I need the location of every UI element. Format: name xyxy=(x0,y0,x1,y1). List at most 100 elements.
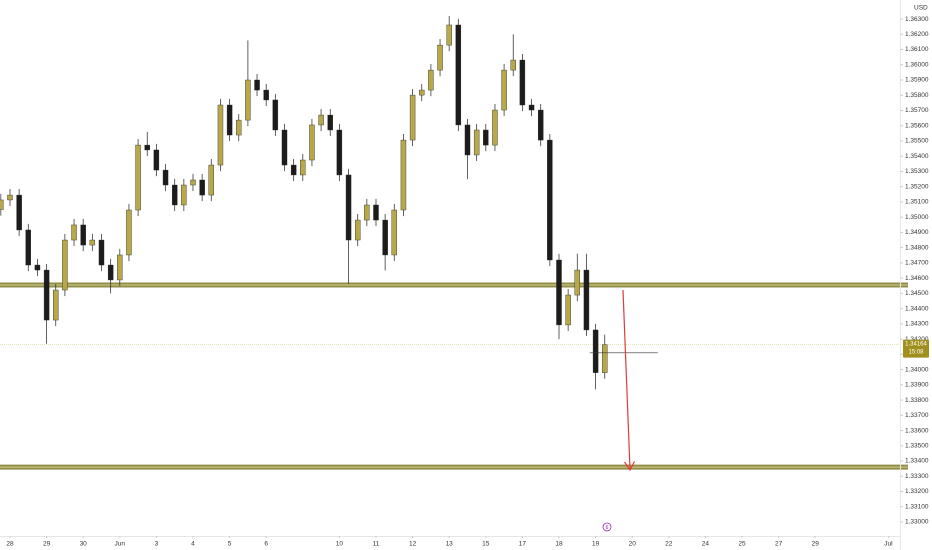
y-tick-label: 1.35100 xyxy=(905,199,929,206)
y-tick-label: 1.35400 xyxy=(905,153,929,160)
candle-body xyxy=(0,199,4,210)
event-marker-circle[interactable] xyxy=(602,522,612,532)
candle-body xyxy=(483,129,489,146)
candle-body xyxy=(565,294,571,326)
candle-body xyxy=(162,169,169,186)
x-tick-label: 5 xyxy=(228,541,232,548)
x-tick-label: 22 xyxy=(665,541,673,548)
candle-body xyxy=(428,69,434,91)
candle-body xyxy=(226,104,233,136)
candle-body xyxy=(208,164,215,196)
arrow-shaft xyxy=(622,289,631,470)
y-tick-label: 1.36300 xyxy=(905,16,929,23)
y-tick-label: 1.33500 xyxy=(905,442,929,449)
candle-body xyxy=(455,24,462,126)
x-tick-label: 13 xyxy=(446,541,454,548)
candle-body xyxy=(126,209,132,256)
x-tick-label: 17 xyxy=(519,541,527,548)
candle-body xyxy=(181,184,187,206)
x-tick-label: 19 xyxy=(592,541,600,548)
candle-body xyxy=(98,239,105,266)
y-tick-label: 1.35300 xyxy=(905,168,929,175)
candle-body xyxy=(43,269,50,321)
price-label-box xyxy=(903,339,929,358)
y-tick-label: 1.34600 xyxy=(905,275,929,282)
candle-body xyxy=(364,204,370,221)
x-tick-label: 20 xyxy=(629,541,637,548)
x-tick-label: 11 xyxy=(373,541,380,548)
x-tick-label: 27 xyxy=(775,541,783,548)
candle-body xyxy=(602,344,608,373)
candle-body xyxy=(71,224,77,241)
candle-body xyxy=(528,104,535,111)
y-tick-label: 1.36200 xyxy=(905,31,929,38)
x-tick-label: 25 xyxy=(738,541,746,548)
candle-body xyxy=(409,94,416,141)
candle-body xyxy=(336,129,343,176)
arrow-head xyxy=(624,461,636,472)
candle-body xyxy=(556,259,562,326)
candle-body xyxy=(537,109,544,141)
candle-body xyxy=(547,139,553,261)
candle-body xyxy=(199,179,205,196)
plot-area xyxy=(0,16,908,470)
candle-body xyxy=(373,204,379,221)
event-marker[interactable]: 6 xyxy=(606,525,609,531)
candle-body xyxy=(281,129,288,166)
candle-body xyxy=(190,179,196,186)
candle-body xyxy=(217,104,224,166)
candle-body xyxy=(89,239,96,246)
y-tick-label: 1.36000 xyxy=(905,61,929,68)
candle-body xyxy=(464,124,471,156)
candle-body xyxy=(80,224,86,246)
candle-body xyxy=(62,239,68,291)
candle-body xyxy=(510,59,516,71)
x-tick-label: 24 xyxy=(702,541,710,548)
candle-body xyxy=(318,114,324,126)
candle-body xyxy=(592,329,599,373)
candle-body xyxy=(117,254,123,281)
candle-body xyxy=(107,264,114,281)
candle-body xyxy=(327,114,333,131)
y-tick-label: 1.34500 xyxy=(905,290,929,297)
y-tick-label: 1.34300 xyxy=(905,321,929,328)
y-tick-label: 1.34200 xyxy=(905,336,929,343)
candle-body xyxy=(153,149,160,171)
y-tick-label: 1.33600 xyxy=(905,427,929,434)
y-tick-label: 1.33400 xyxy=(905,458,929,465)
x-tick-label: Jul xyxy=(884,541,893,548)
y-tick-label: 1.34900 xyxy=(905,229,929,236)
candle-body xyxy=(7,194,13,201)
candle-body xyxy=(400,139,407,211)
y-tick-label: 1.33900 xyxy=(905,382,929,389)
candle-body xyxy=(519,59,526,106)
candle-body xyxy=(290,164,297,176)
candle-body xyxy=(34,264,41,271)
x-tick-label: 10 xyxy=(336,541,344,548)
price-countdown: 15:08 xyxy=(908,350,924,356)
x-tick-label: 6 xyxy=(264,541,268,548)
candle-body xyxy=(236,119,242,136)
candle-body xyxy=(245,79,251,121)
candle-body xyxy=(419,89,425,96)
y-tick-label: 1.33200 xyxy=(905,488,929,495)
price-label: 1.34164 xyxy=(905,342,927,348)
candle-body xyxy=(382,219,388,256)
x-tick-label: 29 xyxy=(43,541,51,548)
candle-body xyxy=(583,269,590,331)
y-tick-label: 1.35700 xyxy=(905,107,929,114)
candle-body xyxy=(574,269,581,296)
candle-body xyxy=(391,209,398,256)
candle-body xyxy=(53,289,59,321)
candle-body xyxy=(254,79,260,91)
candle-body xyxy=(473,129,480,156)
candle-body xyxy=(16,194,22,231)
y-tick-label: 1.34700 xyxy=(905,260,929,267)
candle-body xyxy=(345,174,352,241)
y-tick-label: 1.35900 xyxy=(905,77,929,84)
x-tick-label: 29 xyxy=(812,541,820,548)
candle-body xyxy=(309,124,315,161)
